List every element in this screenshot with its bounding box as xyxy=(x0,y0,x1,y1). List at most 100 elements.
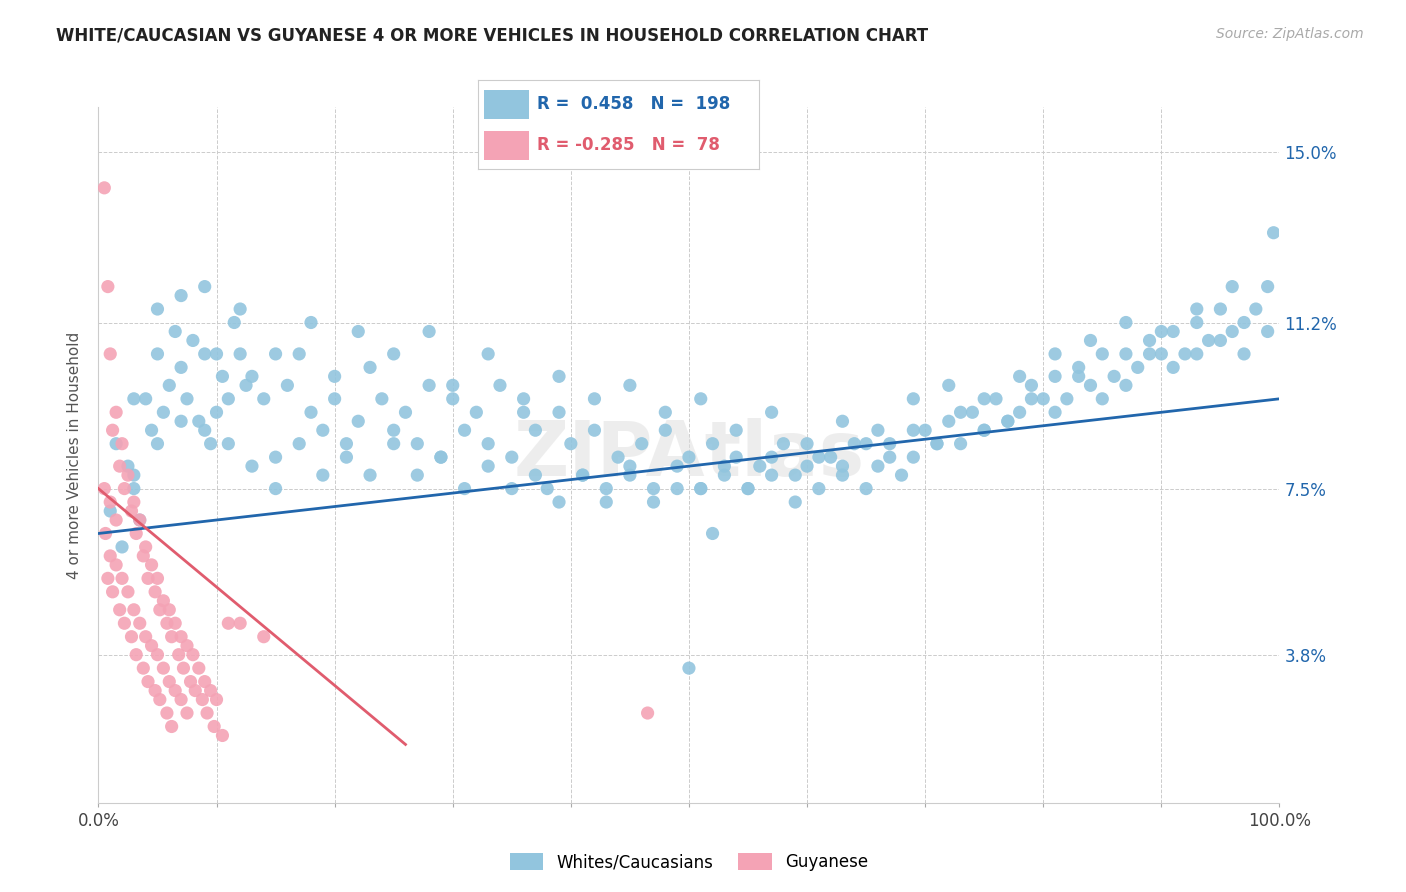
Point xyxy=(855,436,877,450)
Point xyxy=(702,436,724,450)
Point xyxy=(217,436,239,450)
Point xyxy=(141,423,163,437)
Point xyxy=(1174,347,1197,361)
Point xyxy=(524,423,547,437)
Point xyxy=(406,468,429,483)
Point xyxy=(191,692,214,706)
Point xyxy=(678,661,700,675)
Point xyxy=(548,495,571,509)
Point xyxy=(143,584,166,599)
Point xyxy=(418,325,440,339)
Point xyxy=(170,288,193,302)
Point xyxy=(820,450,842,465)
Point xyxy=(117,584,139,599)
Point xyxy=(105,558,128,572)
Point xyxy=(132,549,155,563)
Point xyxy=(1185,347,1208,361)
Point xyxy=(141,558,163,572)
Point xyxy=(1115,378,1137,392)
Point xyxy=(713,468,735,483)
Point xyxy=(108,603,131,617)
Point xyxy=(176,706,198,720)
Point xyxy=(1220,325,1243,339)
Point xyxy=(1126,360,1149,375)
Point xyxy=(938,378,960,392)
Point xyxy=(170,360,193,375)
Point xyxy=(94,526,117,541)
Point xyxy=(678,450,700,465)
Point xyxy=(136,571,159,585)
Point xyxy=(135,630,157,644)
Point xyxy=(1021,392,1043,406)
Point xyxy=(666,482,689,496)
Point xyxy=(181,648,204,662)
Point xyxy=(121,504,143,518)
Point xyxy=(1008,369,1031,384)
Point xyxy=(98,347,121,361)
Point xyxy=(200,436,222,450)
Point xyxy=(949,436,972,450)
Point xyxy=(359,360,381,375)
Point xyxy=(1043,405,1066,419)
Point xyxy=(1233,347,1256,361)
Point xyxy=(1043,369,1066,384)
Point xyxy=(772,436,794,450)
Point xyxy=(347,414,370,428)
Point xyxy=(205,347,228,361)
Point xyxy=(489,378,512,392)
Text: Source: ZipAtlas.com: Source: ZipAtlas.com xyxy=(1216,27,1364,41)
Point xyxy=(761,468,783,483)
Point xyxy=(335,436,357,450)
Point xyxy=(1080,378,1102,392)
Point xyxy=(1139,347,1161,361)
Point xyxy=(157,378,180,392)
Point xyxy=(785,468,807,483)
Point xyxy=(689,392,711,406)
Point xyxy=(1102,369,1125,384)
Point xyxy=(973,392,995,406)
Point xyxy=(194,423,217,437)
Point xyxy=(831,459,853,474)
Point xyxy=(121,630,143,644)
Point xyxy=(98,495,121,509)
Point xyxy=(112,616,135,631)
Point xyxy=(217,616,239,631)
Point xyxy=(149,603,172,617)
Point xyxy=(288,347,311,361)
Legend: Whites/Caucasians, Guyanese: Whites/Caucasians, Guyanese xyxy=(503,847,875,878)
Point xyxy=(1067,360,1090,375)
Point xyxy=(299,405,322,419)
Point xyxy=(643,482,665,496)
Point xyxy=(323,392,346,406)
Point xyxy=(903,392,925,406)
Point xyxy=(240,459,263,474)
Point xyxy=(1021,378,1043,392)
Point xyxy=(406,436,429,450)
Point xyxy=(785,495,807,509)
Point xyxy=(122,495,145,509)
Point xyxy=(184,683,207,698)
Point xyxy=(914,423,936,437)
Point xyxy=(105,405,128,419)
Point xyxy=(229,616,252,631)
Point xyxy=(1161,360,1184,375)
Point xyxy=(1244,301,1267,316)
Point xyxy=(224,316,246,330)
Point xyxy=(394,405,416,419)
Point xyxy=(866,459,889,474)
Point xyxy=(962,405,984,419)
Point xyxy=(890,468,912,483)
Point xyxy=(1043,347,1066,361)
Point xyxy=(1056,392,1078,406)
Point xyxy=(180,674,202,689)
Point xyxy=(501,450,523,465)
Point xyxy=(152,594,174,608)
Point xyxy=(571,468,593,483)
Point xyxy=(713,459,735,474)
Point xyxy=(217,392,239,406)
Point xyxy=(149,692,172,706)
FancyBboxPatch shape xyxy=(484,90,529,119)
Point xyxy=(122,603,145,617)
Point xyxy=(441,392,464,406)
Point xyxy=(548,369,571,384)
